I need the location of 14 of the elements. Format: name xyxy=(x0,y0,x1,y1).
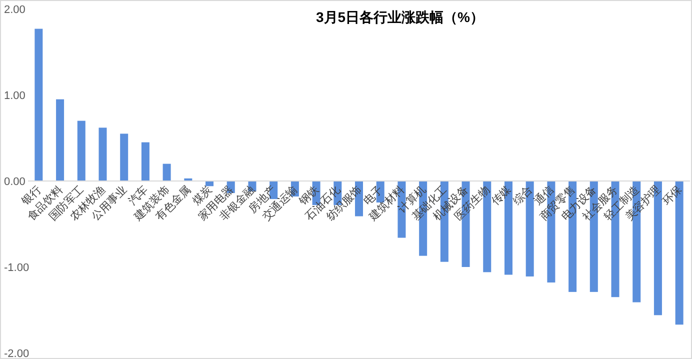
bar xyxy=(56,99,64,181)
y-tick-label: -2.00 xyxy=(4,348,30,359)
y-tick-label: 1.00 xyxy=(4,90,26,102)
bar xyxy=(98,128,107,181)
y-tick-label: 2.00 xyxy=(4,4,26,16)
bar xyxy=(77,120,86,181)
bar xyxy=(120,134,128,181)
x-tick-label: 环保 xyxy=(660,184,684,208)
bar xyxy=(162,164,171,181)
bar xyxy=(34,28,43,181)
bar xyxy=(141,142,150,181)
y-tick-label: -1.00 xyxy=(4,262,30,274)
y-tick-label: 0.00 xyxy=(4,176,26,188)
chart-title: 3月5日各行业涨跌幅（%） xyxy=(316,9,484,25)
